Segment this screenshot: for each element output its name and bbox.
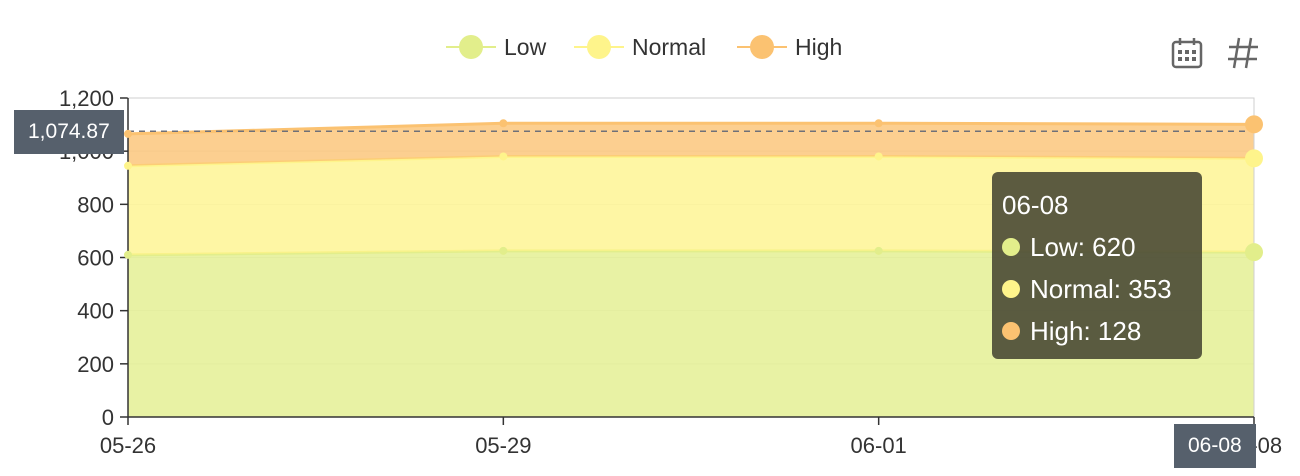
- x-pointer-label: 06-08: [1174, 424, 1256, 468]
- tooltip: 06-08 Low: 620 Normal: 353 High: 128: [992, 172, 1202, 359]
- legend-label-normal: Normal: [632, 34, 706, 60]
- tooltip-dot-high: [1002, 322, 1020, 340]
- y-tick-label: 400: [77, 299, 114, 324]
- area-low[interactable]: [128, 250, 1254, 417]
- tooltip-row-high: High: 128: [1002, 310, 1192, 352]
- tooltip-label-low: Low: 620: [1030, 232, 1136, 262]
- legend-symbol-high: [750, 35, 774, 59]
- y-tick-label: 600: [77, 246, 114, 271]
- area-high[interactable]: [128, 123, 1254, 166]
- point-normal[interactable]: [499, 152, 508, 161]
- legend-symbol-normal: [587, 35, 611, 59]
- point-high[interactable]: [499, 119, 508, 128]
- tooltip-dot-low: [1002, 238, 1020, 256]
- y-tick-label: 1,200: [59, 86, 114, 111]
- tooltip-label-high: High: 128: [1030, 316, 1142, 346]
- point-low[interactable]: [874, 246, 883, 255]
- point-low[interactable]: [499, 246, 508, 255]
- x-tick-label: 05-26: [100, 433, 156, 458]
- point-normal[interactable]: [1245, 149, 1263, 168]
- x-tick-label: 05-29: [475, 433, 531, 458]
- area-normal[interactable]: [128, 156, 1254, 255]
- legend-label-low: Low: [504, 34, 547, 60]
- point-normal[interactable]: [124, 161, 132, 170]
- series-areas[interactable]: [127, 121, 1255, 417]
- legend-item-normal[interactable]: Normal: [574, 34, 706, 60]
- point-high[interactable]: [1245, 115, 1263, 134]
- legend-label-high: High: [795, 34, 842, 60]
- calendar-icon[interactable]: [1170, 36, 1204, 70]
- point-high[interactable]: [874, 119, 883, 128]
- legend[interactable]: Low Normal High: [446, 34, 842, 60]
- legend-item-high[interactable]: High: [737, 34, 842, 60]
- point-normal[interactable]: [874, 152, 883, 161]
- y-tick-label: 200: [77, 352, 114, 377]
- line-high: [127, 121, 1255, 136]
- point-high[interactable]: [124, 129, 132, 138]
- y-tick-label: 800: [77, 192, 114, 217]
- point-low[interactable]: [1245, 243, 1263, 262]
- tooltip-row-low: Low: 620: [1002, 226, 1192, 268]
- tooltip-label-normal: Normal: 353: [1030, 274, 1172, 304]
- legend-symbol-low: [459, 35, 483, 59]
- tooltip-title: 06-08: [1002, 190, 1069, 220]
- legend-item-low[interactable]: Low: [446, 34, 547, 60]
- tooltip-row-normal: Normal: 353: [1002, 268, 1192, 310]
- tooltip-dot-normal: [1002, 280, 1020, 298]
- point-low[interactable]: [124, 250, 132, 259]
- y-pointer-label: 1,074.87: [14, 110, 124, 154]
- y-tick-label: 0: [102, 405, 114, 430]
- x-tick-label: 06-01: [851, 433, 907, 458]
- series-points[interactable]: [124, 115, 1263, 262]
- hash-icon[interactable]: [1226, 36, 1260, 70]
